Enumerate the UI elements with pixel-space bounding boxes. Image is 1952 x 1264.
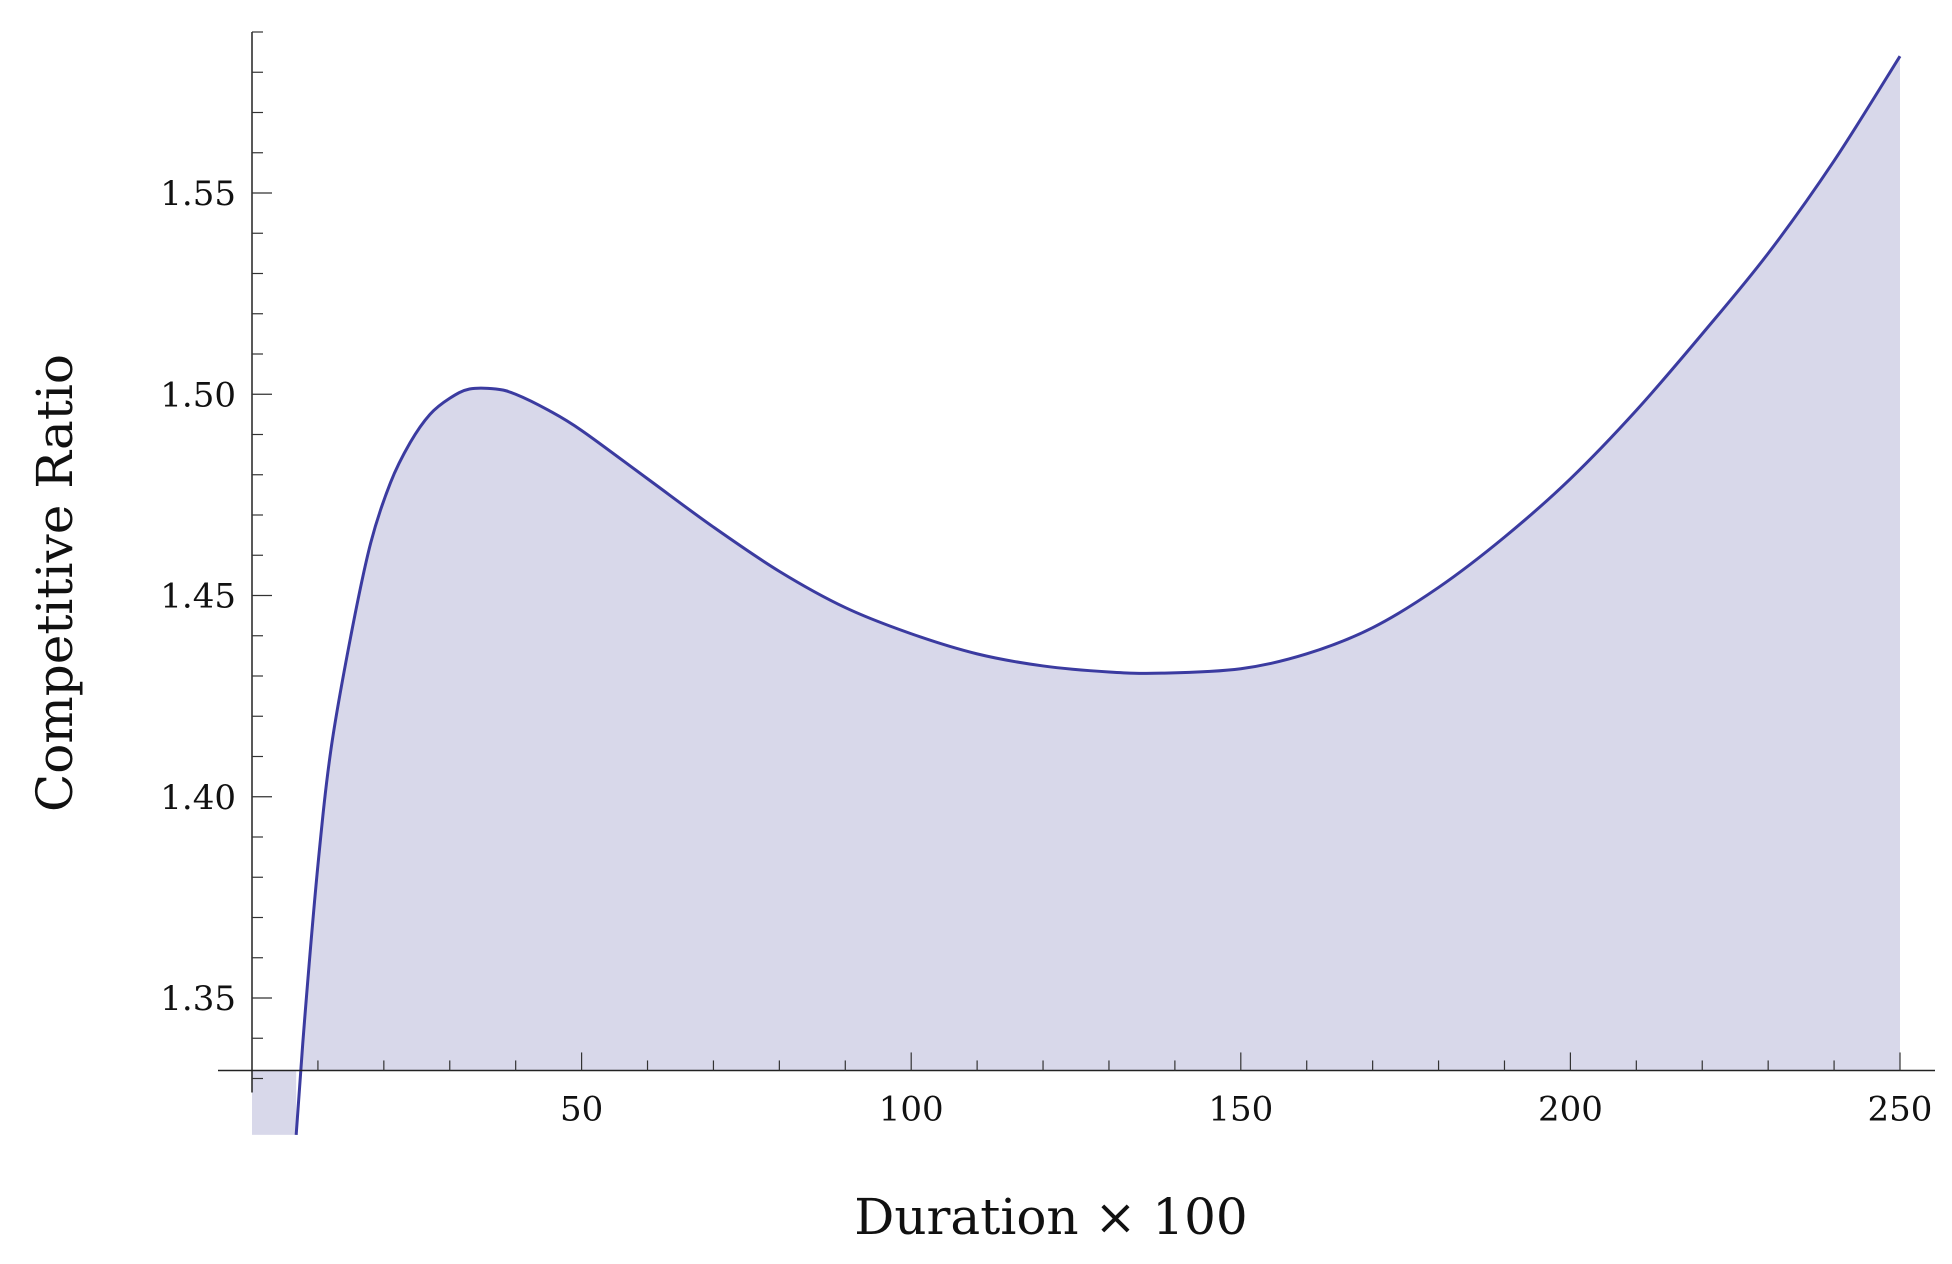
x-tick-label: 50 — [560, 1089, 603, 1129]
series-fill-below-axis — [252, 1070, 297, 1135]
x-tick-label: 250 — [1868, 1089, 1933, 1129]
y-axis-title: Competitive Ratio — [26, 354, 84, 812]
x-tick-label: 200 — [1538, 1089, 1603, 1129]
series-line — [294, 55, 1902, 1135]
axes: 50 100 150 200 250 1.35 1.40 1.45 1.50 1.55 — [160, 31, 1935, 1129]
y-tick-label: 1.55 — [160, 174, 236, 214]
y-tick-label: 1.45 — [160, 577, 236, 617]
y-tick-label: 1.50 — [160, 375, 236, 415]
x-tick-label: 100 — [879, 1089, 944, 1129]
y-tick-label: 1.40 — [160, 778, 236, 818]
y-tick-label: 1.35 — [160, 979, 236, 1019]
x-axis-title: Duration × 100 — [854, 1188, 1248, 1246]
x-tick-label: 150 — [1208, 1089, 1273, 1129]
series-fill — [300, 56, 1900, 1071]
plot-area — [252, 55, 1902, 1135]
